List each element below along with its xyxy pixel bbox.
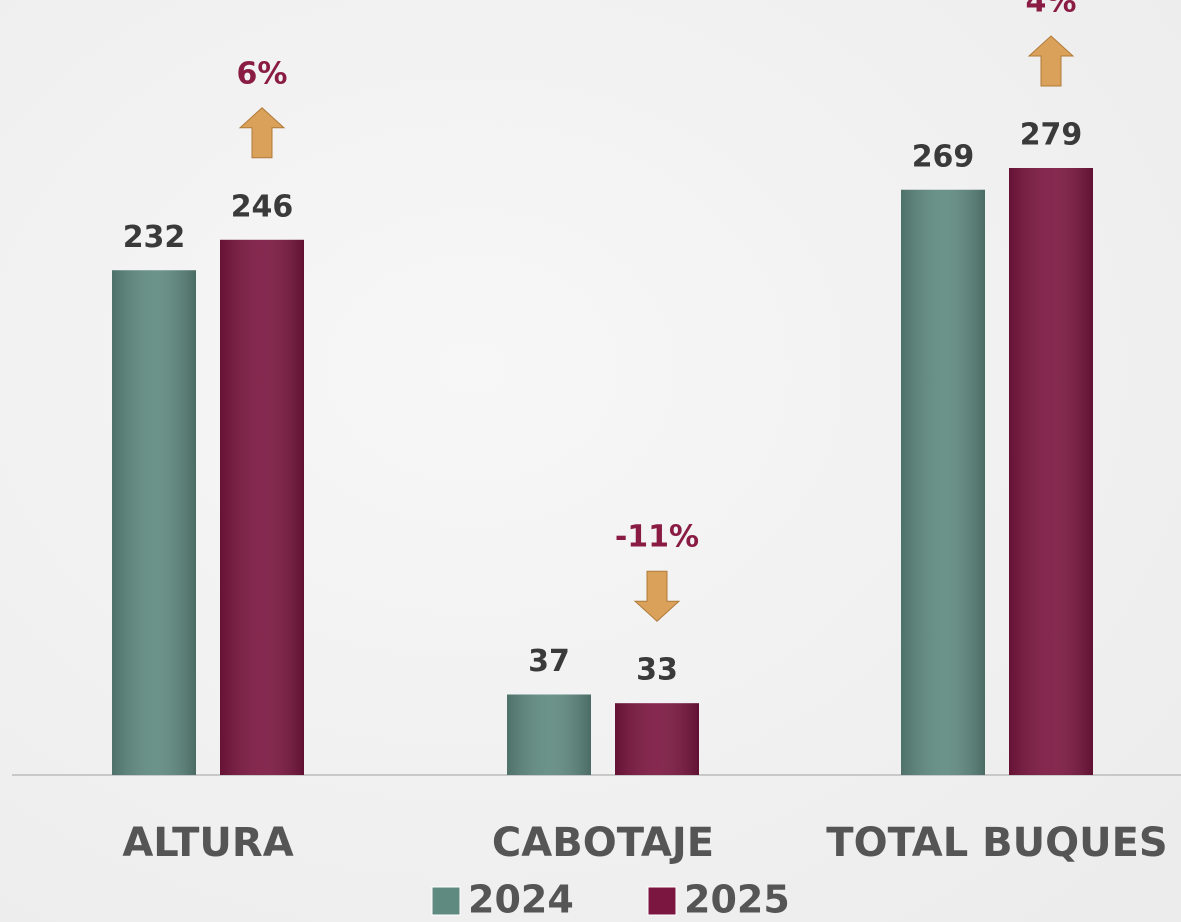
change-arrow	[633, 570, 681, 622]
x-tick-label: ALTURA	[122, 820, 293, 866]
change-arrow	[238, 107, 286, 159]
bar	[615, 703, 699, 775]
change-arrow	[1027, 35, 1075, 87]
data-label: 37	[528, 644, 570, 679]
legend-label: 2025	[684, 878, 790, 922]
legend-swatch	[431, 886, 461, 916]
data-label: 232	[123, 220, 186, 255]
bar	[1009, 168, 1093, 775]
bar	[112, 270, 196, 775]
data-label: 33	[636, 653, 678, 688]
change-label: 6%	[237, 56, 288, 91]
change-label: 4%	[1026, 0, 1077, 20]
change-label: -11%	[615, 520, 699, 555]
legend-label: 2024	[468, 878, 574, 922]
data-label: 269	[912, 139, 975, 174]
x-tick-label: CABOTAJE	[492, 820, 714, 866]
data-label: 279	[1020, 118, 1083, 153]
bar	[901, 189, 985, 775]
legend-swatch	[647, 886, 677, 916]
bar	[220, 239, 304, 775]
bar	[507, 694, 591, 775]
data-label: 246	[231, 189, 294, 224]
x-tick-label: TOTAL BUQUES	[826, 820, 1167, 866]
